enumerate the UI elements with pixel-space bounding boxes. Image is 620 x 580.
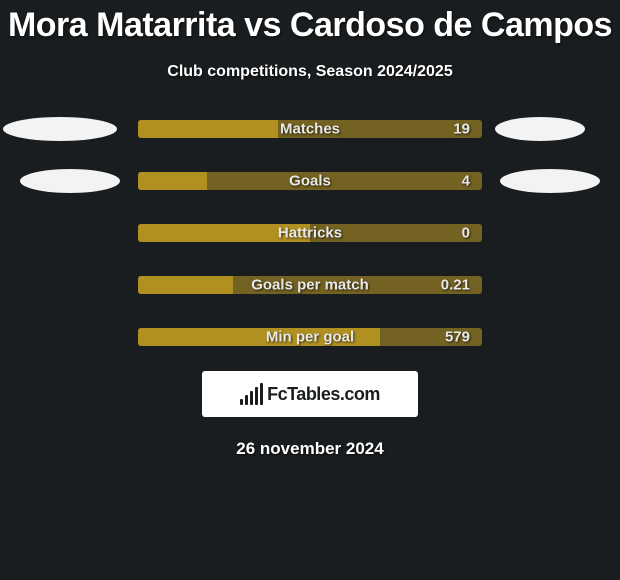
stat-row: 13Matches19 xyxy=(0,117,620,141)
stats-area: 13Matches191Goals40Hattricks00.08Goals p… xyxy=(0,117,620,349)
stat-label: Hattricks xyxy=(278,225,342,242)
placeholder-ellipse xyxy=(495,117,585,141)
page-title: Mora Matarrita vs Cardoso de Campos xyxy=(0,6,620,45)
stat-row: 1375Min per goal579 xyxy=(0,325,620,349)
stat-bar-left xyxy=(138,276,233,294)
placeholder-ellipse xyxy=(3,117,117,141)
stat-label: Min per goal xyxy=(266,329,354,346)
stat-bar-left xyxy=(138,172,207,190)
stat-label: Goals xyxy=(289,173,331,190)
stat-label: Matches xyxy=(280,121,340,138)
stat-bar-right xyxy=(207,172,482,190)
placeholder-ellipse xyxy=(500,169,600,193)
bar-chart-icon xyxy=(240,383,263,405)
brand-text: FcTables.com xyxy=(267,384,380,405)
subtitle: Club competitions, Season 2024/2025 xyxy=(0,63,620,81)
comparison-infographic: Mora Matarrita vs Cardoso de Campos Club… xyxy=(0,0,620,459)
placeholder-ellipse xyxy=(20,169,120,193)
stat-row: 0.08Goals per match0.21 xyxy=(0,273,620,297)
stat-row: 1Goals4 xyxy=(0,169,620,193)
stat-label: Goals per match xyxy=(251,277,369,294)
stat-value-right: 0.21 xyxy=(441,277,470,294)
stat-value-right: 0 xyxy=(462,225,470,242)
date-label: 26 november 2024 xyxy=(0,439,620,459)
stat-value-right: 4 xyxy=(462,173,470,190)
stat-value-right: 579 xyxy=(445,329,470,346)
stat-row: 0Hattricks0 xyxy=(0,221,620,245)
brand-logo: FcTables.com xyxy=(202,371,418,417)
stat-value-right: 19 xyxy=(453,121,470,138)
stat-bar-left xyxy=(138,120,278,138)
